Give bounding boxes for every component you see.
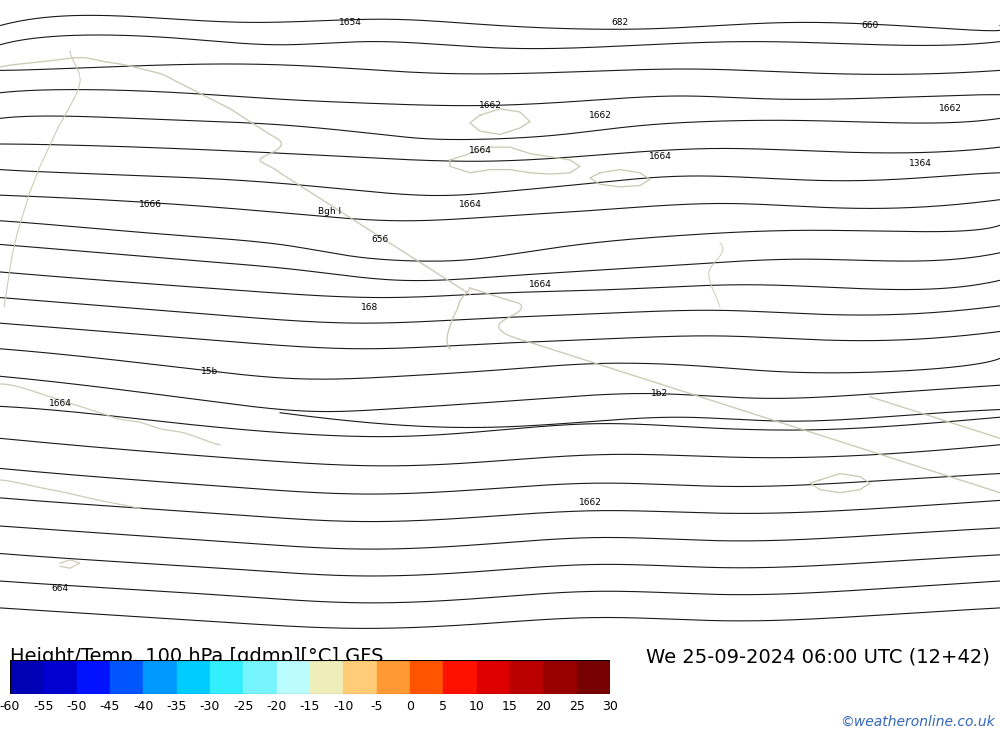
Text: We 25-09-2024 06:00 UTC (12+42): We 25-09-2024 06:00 UTC (12+42)	[646, 647, 990, 666]
Text: 1664: 1664	[469, 146, 491, 155]
Text: 1664: 1664	[459, 200, 481, 209]
Bar	[277, 660, 310, 694]
Text: -55: -55	[33, 700, 54, 713]
Text: -5: -5	[370, 700, 383, 713]
Bar	[477, 660, 510, 694]
Text: 1b2: 1b2	[651, 389, 669, 398]
Text: ©weatheronline.co.uk: ©weatheronline.co.uk	[840, 715, 995, 729]
Bar	[210, 660, 243, 694]
Text: 1654: 1654	[339, 18, 361, 27]
Bar	[43, 660, 77, 694]
Text: Bgh I: Bgh I	[318, 207, 342, 216]
Text: -45: -45	[100, 700, 120, 713]
Text: 656: 656	[371, 235, 389, 245]
Bar	[77, 660, 110, 694]
Text: 5: 5	[439, 700, 447, 713]
Text: 664: 664	[51, 584, 69, 593]
Text: 25: 25	[569, 700, 585, 713]
Bar	[510, 660, 543, 694]
Text: 20: 20	[535, 700, 551, 713]
Text: 1662: 1662	[589, 111, 611, 119]
Text: -50: -50	[66, 700, 87, 713]
Bar	[243, 660, 277, 694]
Text: -20: -20	[266, 700, 287, 713]
Text: -25: -25	[233, 700, 254, 713]
Text: 682: 682	[611, 18, 629, 27]
Text: -40: -40	[133, 700, 154, 713]
Bar	[143, 660, 177, 694]
Bar	[110, 660, 143, 694]
Text: 1662: 1662	[579, 498, 601, 507]
Text: -60: -60	[0, 700, 20, 713]
Bar	[410, 660, 443, 694]
Text: Height/Temp. 100 hPa [gdmp][°C] GFS: Height/Temp. 100 hPa [gdmp][°C] GFS	[10, 647, 384, 666]
Bar	[10, 660, 43, 694]
Text: 1666: 1666	[138, 200, 162, 209]
Bar	[577, 660, 610, 694]
Text: 30: 30	[602, 700, 618, 713]
Text: 168: 168	[361, 303, 379, 312]
Text: -30: -30	[200, 700, 220, 713]
Bar	[310, 660, 343, 694]
Text: 1662: 1662	[479, 101, 501, 110]
Text: 1364: 1364	[909, 158, 931, 168]
Text: 1664: 1664	[49, 399, 71, 408]
Text: -15: -15	[300, 700, 320, 713]
Bar	[343, 660, 377, 694]
Text: 10: 10	[469, 700, 485, 713]
Text: 15b: 15b	[201, 366, 219, 375]
Text: 1664: 1664	[649, 152, 671, 161]
Text: 1664: 1664	[529, 280, 551, 290]
Bar	[177, 660, 210, 694]
Text: 0: 0	[406, 700, 414, 713]
Text: 660: 660	[861, 21, 879, 30]
Text: 15: 15	[502, 700, 518, 713]
Text: 1662: 1662	[939, 104, 961, 114]
Bar	[543, 660, 577, 694]
Text: -35: -35	[166, 700, 187, 713]
Bar	[443, 660, 477, 694]
Text: -10: -10	[333, 700, 354, 713]
Text: 1666: 1666	[68, 73, 92, 81]
Bar	[377, 660, 410, 694]
